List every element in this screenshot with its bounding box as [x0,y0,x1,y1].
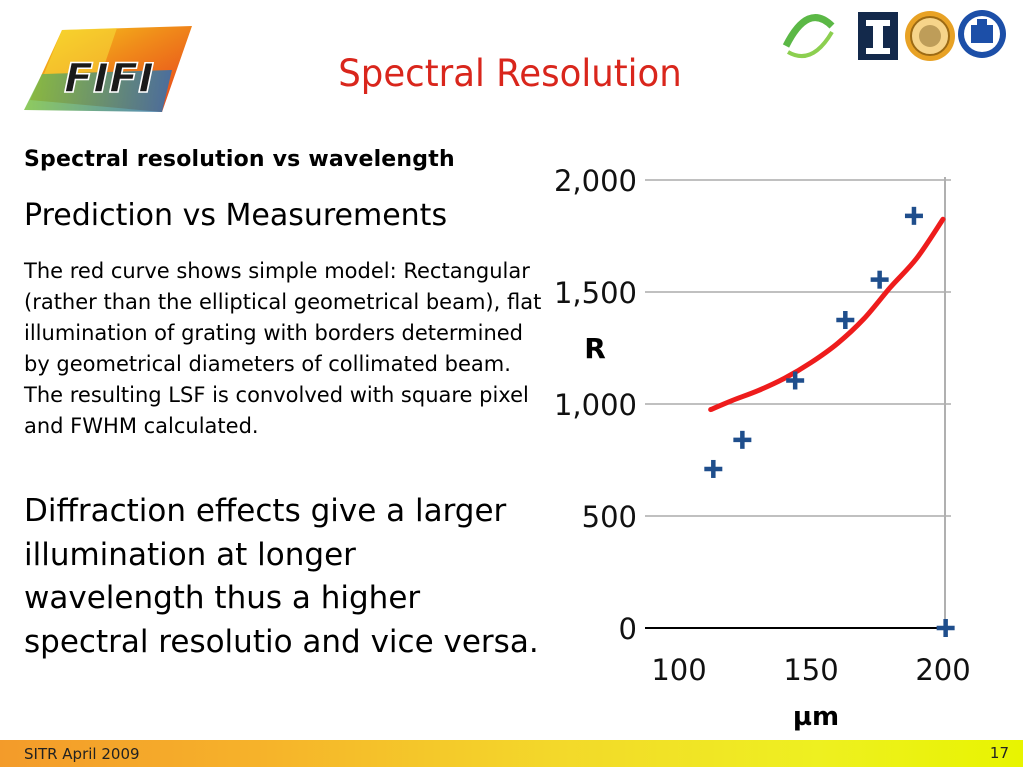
footer-label: SITR April 2009 [24,745,140,763]
illinois-logo-icon [858,12,898,60]
x-tick-label: 100 [651,653,706,687]
university-seal-icon [905,11,955,61]
blue-seal-icon [958,10,1006,58]
page-number: 17 [989,744,1009,762]
data-point [786,371,805,390]
svg-text:FIFI: FIFI [64,56,154,102]
subtitle: Spectral resolution vs wavelength [24,147,455,172]
x-axis-label: µm [793,702,839,732]
data-point [836,311,855,329]
data-point [870,270,889,289]
description-text: The red curve shows simple model: Rectan… [24,259,542,438]
data-point [733,430,752,449]
y-tick-label: 2,000 [554,164,637,198]
x-tick-label: 150 [783,653,838,687]
y-axis-label: R [584,332,606,365]
partner-logos: MPE [782,10,1006,61]
footer-bar: SITR April 2009 17 [0,740,1023,767]
resolution-chart: 0 500 1,000 1,500 2,000 100 150 200 R µm [554,164,971,732]
y-tick-label: 0 [619,612,637,646]
slide-title: Spectral Resolution [338,52,682,95]
model-curve [708,216,946,413]
fifi-ls-logo: FIFI [24,26,192,112]
x-tick-label: 200 [915,653,970,687]
data-point [904,206,923,225]
svg-text:MPE: MPE [798,34,821,47]
heading: Prediction vs Measurements [24,198,448,233]
y-tick-label: 1,500 [554,276,637,310]
y-tick-label: 1,000 [554,388,637,422]
conclusion-text: Diffraction effects give a larger illumi… [24,493,539,660]
y-tick-label: 500 [582,500,637,534]
mpe-logo-icon: MPE [782,14,835,58]
data-point [936,619,955,637]
data-point [704,459,723,478]
